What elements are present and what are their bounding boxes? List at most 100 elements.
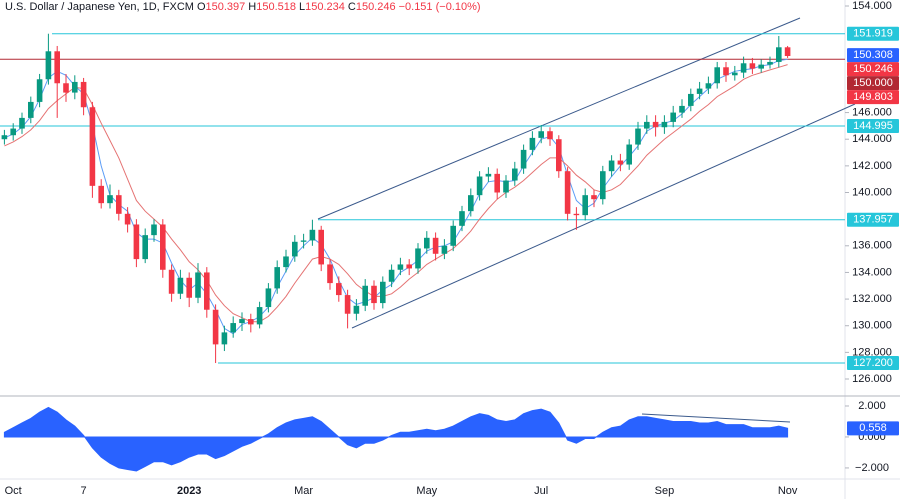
candle-body	[274, 267, 280, 289]
y-tick-label: 140.000	[852, 186, 892, 198]
candle-body	[608, 160, 615, 172]
price-label: 150.246	[853, 63, 893, 75]
x-tick-label: 2023	[177, 485, 201, 497]
price-label-box	[847, 76, 899, 91]
candle-body	[696, 88, 703, 94]
y-tick-label: 154.000	[852, 0, 892, 12]
price-label: 150.000	[853, 77, 893, 89]
candle-body	[573, 213, 580, 216]
candle-body	[98, 185, 104, 204]
candle-body	[547, 131, 553, 140]
ohlc-key: H	[248, 1, 257, 13]
price-label: 144.995	[853, 120, 893, 132]
candle-body	[248, 319, 254, 325]
x-tick-label: Mar	[294, 485, 313, 497]
value-label-box	[847, 421, 899, 436]
candle-body	[749, 63, 756, 69]
candle-body	[10, 128, 16, 136]
candle-body	[476, 176, 483, 196]
ohlc-value: 150.234	[305, 1, 345, 13]
y-tick-label: 2.000	[858, 400, 886, 412]
candle-body	[195, 272, 201, 298]
candle-body	[160, 224, 166, 270]
candle-body	[529, 137, 536, 150]
candle-body	[300, 240, 307, 242]
x-tick-label: May	[416, 485, 437, 497]
ohlc-key: O	[196, 1, 206, 13]
candle-body	[388, 269, 395, 282]
moving-average	[4, 64, 788, 323]
oscillator-area	[3, 406, 789, 472]
candle-body	[626, 144, 632, 165]
candle-body	[142, 235, 148, 260]
x-tick-label: Jul	[534, 485, 548, 497]
candle-body	[89, 107, 96, 186]
price-label: 127.200	[853, 357, 893, 369]
moving-average	[4, 58, 788, 335]
ohlc-value: 150.246	[355, 1, 396, 13]
candle-body	[670, 112, 676, 122]
ohlc-key: L	[298, 1, 306, 13]
candle-body	[520, 149, 527, 169]
value-label: 0.558	[859, 422, 887, 434]
candle-body	[204, 272, 210, 310]
candle-body	[133, 224, 140, 260]
price-label-box	[847, 26, 899, 41]
candle-body	[441, 245, 448, 254]
candle-body	[151, 224, 157, 236]
candle-body	[36, 79, 43, 102]
candle-body	[784, 47, 791, 57]
y-tick-label: 136.000	[852, 240, 892, 252]
channel-upper	[317, 17, 801, 220]
candle-body	[186, 277, 192, 298]
ohlc-value: 150.397	[205, 1, 246, 13]
title: U.S. Dollar / Japanese Yen, 1D, FXCM	[5, 1, 194, 13]
price-label-box	[847, 212, 899, 227]
candle-body	[600, 171, 606, 200]
y-tick-label: 126.000	[852, 373, 892, 385]
divergence-line	[641, 413, 791, 423]
price-label: 151.919	[853, 28, 893, 40]
candle-body	[28, 101, 34, 118]
candle-body	[556, 139, 562, 172]
candle-body	[212, 309, 219, 345]
candle-body	[292, 241, 298, 257]
candle-body	[494, 173, 500, 193]
candle-body	[564, 171, 571, 214]
y-tick-label: 144.000	[852, 133, 892, 145]
candle-body	[371, 285, 377, 304]
ohlc-key: C	[347, 1, 356, 13]
y-tick-label: 130.000	[852, 320, 892, 332]
y-tick-label: 128.000	[852, 346, 892, 358]
candle-body	[168, 269, 175, 294]
candle-body	[415, 248, 421, 269]
candle-body	[256, 307, 263, 325]
candle-body	[380, 281, 386, 304]
candle-body	[459, 211, 465, 226]
y-tick-label: 134.000	[852, 266, 892, 278]
ohlc-value: 150.518	[256, 1, 296, 13]
candle-body	[432, 237, 439, 254]
candle-body	[239, 319, 245, 324]
candle-body	[45, 51, 52, 80]
candle-body	[538, 131, 544, 138]
candle-body	[344, 295, 351, 314]
candle-body	[740, 63, 747, 73]
y-tick-label: 146.000	[852, 106, 892, 118]
price-label-box	[847, 90, 899, 105]
y-tick-label: 142.000	[852, 160, 892, 172]
candle-body	[723, 67, 729, 76]
candle-body	[230, 323, 236, 333]
candle-body	[705, 83, 712, 89]
candle-body	[688, 93, 694, 106]
candle-body	[116, 195, 122, 214]
candle-body	[336, 283, 342, 296]
candle-body	[124, 213, 131, 225]
candle-body	[63, 83, 69, 93]
change: −0.151 (−0.10%)	[398, 1, 481, 13]
candle-body	[1, 135, 8, 140]
y-tick-label: 132.000	[852, 293, 892, 305]
candle-body	[582, 195, 588, 216]
